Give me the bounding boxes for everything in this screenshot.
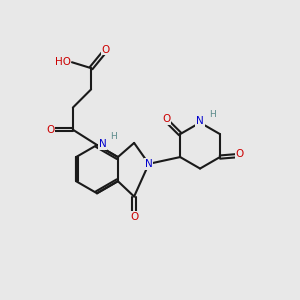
Text: N: N (196, 116, 204, 126)
Text: H: H (110, 132, 117, 141)
Text: H: H (209, 110, 216, 119)
Text: HO: HO (55, 57, 70, 67)
Text: O: O (130, 212, 138, 222)
Text: N: N (99, 140, 107, 149)
Text: O: O (236, 149, 244, 159)
Text: O: O (102, 45, 110, 55)
Text: N: N (145, 159, 153, 169)
Text: O: O (46, 125, 55, 135)
Text: O: O (162, 114, 170, 124)
